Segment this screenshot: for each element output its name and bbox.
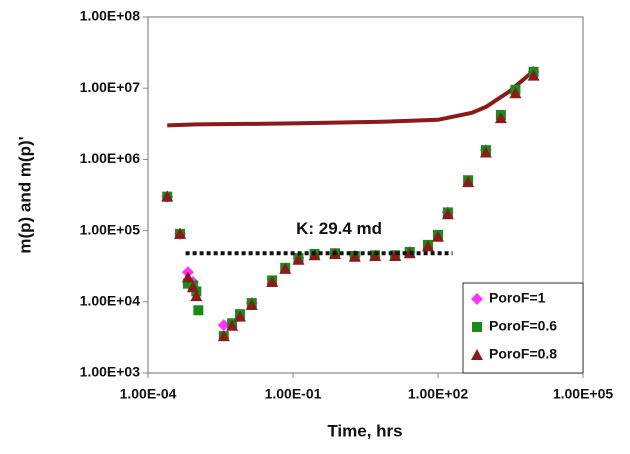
legend-label: PoroF=1	[489, 290, 546, 306]
plot-frame	[147, 16, 584, 374]
point	[193, 305, 204, 316]
point	[292, 253, 305, 265]
point	[462, 176, 475, 188]
point	[479, 146, 492, 158]
legend-marker	[471, 293, 483, 305]
point	[279, 262, 292, 274]
point	[494, 112, 507, 124]
y-tick-label: 1.00E+08	[80, 8, 141, 24]
point	[266, 275, 279, 287]
x-axis-label: Time, hrs	[327, 421, 402, 440]
y-tick-label: 1.00E+03	[80, 364, 141, 380]
point	[389, 249, 402, 261]
point	[348, 250, 361, 262]
x-tick-label: 1.00E-04	[120, 386, 177, 402]
point	[217, 319, 230, 332]
legend-marker	[472, 322, 482, 332]
legend-box	[462, 282, 584, 374]
point	[432, 230, 444, 242]
x-tick-label: 1.00E-01	[265, 386, 322, 402]
x-tick-label: 1.00E+05	[553, 386, 614, 402]
y-tick-label: 1.00E+05	[80, 221, 141, 237]
y-axis-label: m(p) and m(p)'	[15, 136, 34, 253]
x-tick-label: 1.00E+02	[408, 386, 469, 402]
point	[421, 240, 434, 252]
legend-label: PoroF=0.6	[489, 318, 557, 334]
y-tick-label: 1.00E+04	[80, 293, 141, 309]
point	[233, 310, 246, 322]
point	[190, 290, 203, 302]
point	[226, 319, 239, 331]
point	[509, 87, 522, 99]
legend-label: PoroF=0.8	[489, 346, 557, 362]
y-tick-label: 1.00E+07	[80, 79, 141, 95]
point	[161, 190, 174, 202]
pressure-curve	[167, 68, 536, 128]
point	[181, 271, 194, 283]
point	[245, 299, 258, 311]
point	[186, 281, 199, 293]
point	[527, 69, 540, 81]
annotation: K: 29.4 md	[296, 219, 382, 238]
y-tick-label: 1.00E+06	[80, 150, 141, 166]
legend-marker	[471, 349, 483, 360]
point	[441, 208, 454, 220]
point	[174, 227, 187, 239]
point	[369, 249, 382, 261]
point	[217, 330, 230, 342]
